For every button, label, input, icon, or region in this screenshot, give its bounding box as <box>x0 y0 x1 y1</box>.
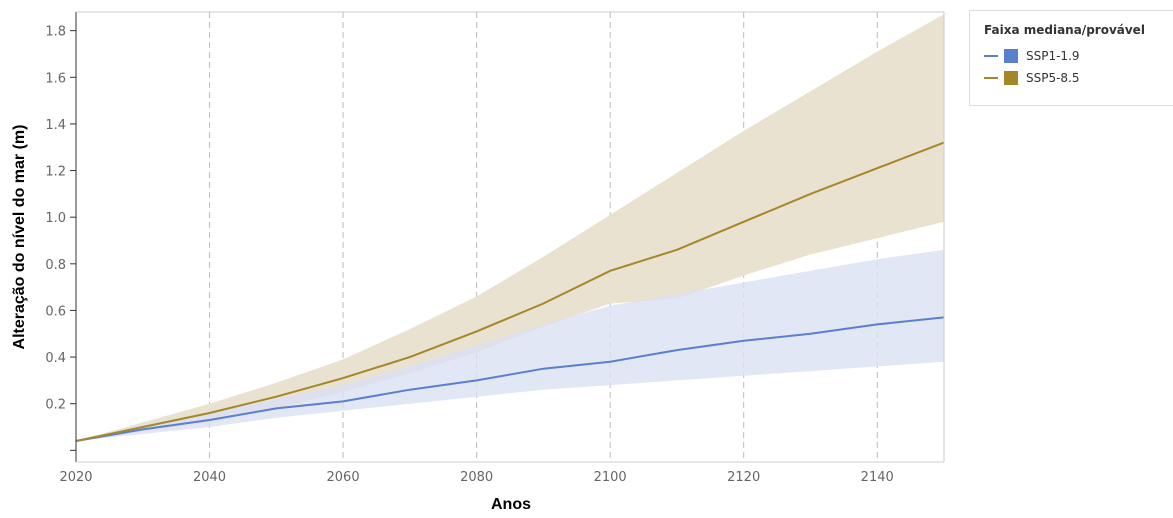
y-tick-label: 1.4 <box>45 118 66 133</box>
x-tick-label: 2100 <box>594 470 627 485</box>
y-tick-label: 1.2 <box>45 165 66 180</box>
legend-title: Faixa mediana/provável <box>984 23 1145 37</box>
y-tick-label: 1.8 <box>45 25 66 40</box>
x-tick-label: 2080 <box>460 470 493 485</box>
y-tick-label: 1.6 <box>45 71 66 86</box>
band-ssp5-8-5 <box>76 14 944 442</box>
x-tick-label: 2060 <box>327 470 360 485</box>
tick-labels: 2020 2040 2060 2080 2100 2120 2140 0.2 0.4 0.6 0.8… <box>45 25 893 485</box>
y-axis-title: Alteração do nível do mar (m) <box>11 125 28 350</box>
y-tick-label: 0.6 <box>45 304 66 319</box>
y-tick-label: 0.2 <box>45 398 66 413</box>
legend: Faixa mediana/provável SSP1-1.9 SSP5-8.5 <box>969 10 1173 106</box>
x-tick-label: 2140 <box>861 470 894 485</box>
x-tick-label: 2040 <box>193 470 226 485</box>
legend-item-ssp1[interactable]: SSP1-1.9 <box>984 45 1173 67</box>
legend-label: SSP5-8.5 <box>1026 71 1080 85</box>
likely-range-bands <box>76 14 944 442</box>
legend-line-icon <box>984 77 998 79</box>
legend-swatch-icon <box>1004 49 1018 63</box>
x-tick-label: 2120 <box>727 470 760 485</box>
median-line-ssp5-8-5[interactable] <box>75 141 945 442</box>
y-tick-label: 0.8 <box>45 258 66 273</box>
legend-line-icon <box>984 55 998 57</box>
axes <box>75 11 945 463</box>
median-lines <box>75 141 945 442</box>
median-line-ssp1-1-9[interactable] <box>75 316 945 442</box>
band-ssp1-1-9 <box>76 249 944 441</box>
x-axis-title: Anos <box>491 496 531 513</box>
y-tick-label: 1.0 <box>45 211 66 226</box>
legend-item-ssp5[interactable]: SSP5-8.5 <box>984 67 1173 89</box>
y-tick-label: 0.4 <box>45 351 66 366</box>
legend-label: SSP1-1.9 <box>1026 49 1080 63</box>
legend-swatch-icon <box>1004 71 1018 85</box>
x-tick-label: 2020 <box>59 470 92 485</box>
